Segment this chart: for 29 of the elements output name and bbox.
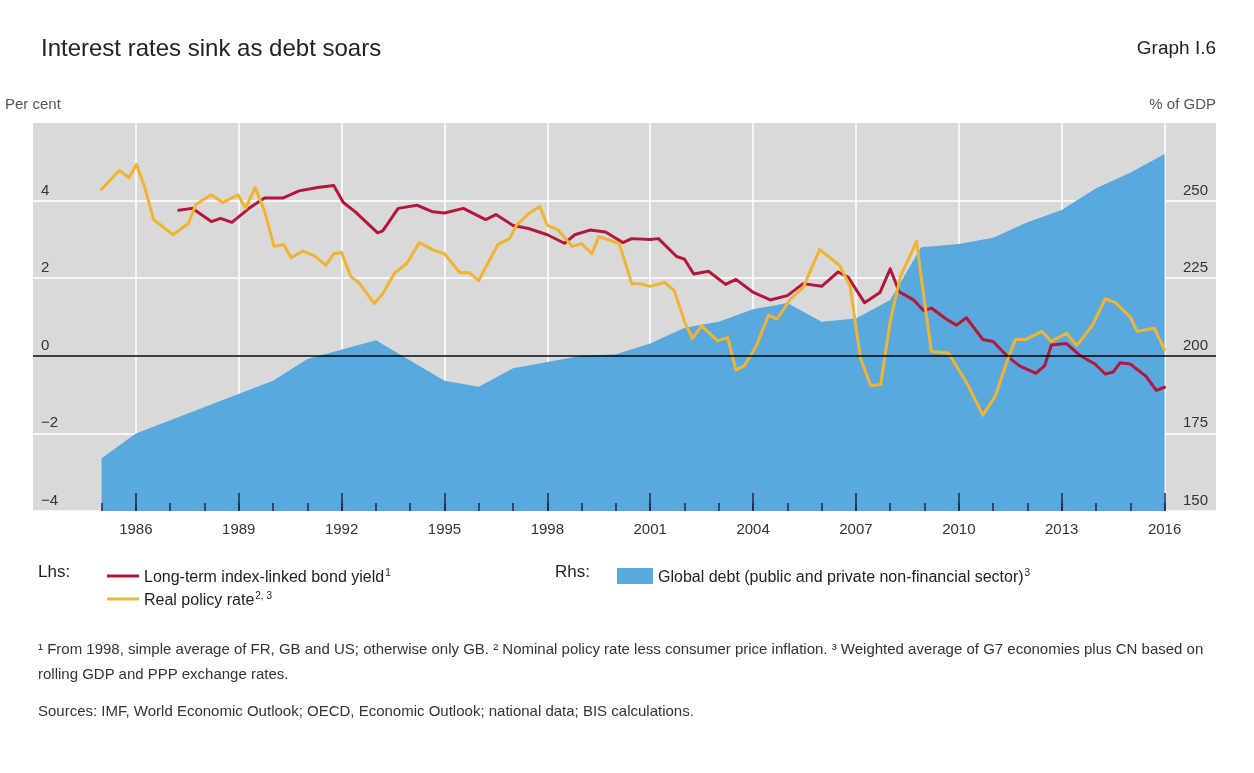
- y2-tick-label: 175: [1182, 413, 1208, 431]
- text: Lhs:: [38, 562, 71, 581]
- x-tick-label: 2004: [736, 520, 770, 537]
- x-tick-label: 1989: [222, 520, 256, 537]
- y2-axis-title: % of GDP: [1149, 95, 1216, 112]
- chart-title: Interest rates sink as debt soars: [41, 33, 382, 61]
- y2-tick-label: 200: [1182, 335, 1208, 353]
- x-tick-label: 2001: [633, 520, 667, 537]
- y-axis-title: Per cent: [5, 95, 62, 112]
- x-tick-label: 1992: [324, 520, 359, 537]
- x-tick-label: 2013: [1045, 520, 1079, 537]
- text: Rhs:: [555, 562, 590, 581]
- y2-tick-label: 225: [1182, 258, 1208, 276]
- source-note: Sources: IMF, World Economic Outlook; OECD, Economic Outlook; national data; BIS calculations.: [38, 701, 695, 721]
- y-tick-label: −4: [41, 491, 59, 508]
- x-tick-label: 2016: [1147, 520, 1182, 537]
- y2-tick-label: 150: [1182, 491, 1208, 508]
- y-tick-label: 2: [41, 258, 50, 276]
- y-tick-label: −2: [41, 413, 59, 431]
- y2-tick-label: 250: [1182, 180, 1208, 198]
- y-tick-label: 0: [41, 335, 50, 353]
- text: ¹ From 1998, simple average of FR, GB and US; otherwise only GB. ² Nominal policy rate less consumer price inflation. ³ Weighted average of G7 economies plus CN based on rolling GDP and PPP exchange rates.: [38, 639, 1205, 684]
- x-tick-label: 2007: [839, 520, 873, 537]
- x-tick-label: 1995: [427, 520, 462, 537]
- text: Graph I.6: [1136, 37, 1217, 58]
- x-tick-label: 1986: [119, 520, 153, 537]
- x-tick-label: 1998: [530, 520, 565, 537]
- x-tick-label: 2010: [942, 520, 976, 537]
- y-tick-label: 4: [41, 180, 50, 198]
